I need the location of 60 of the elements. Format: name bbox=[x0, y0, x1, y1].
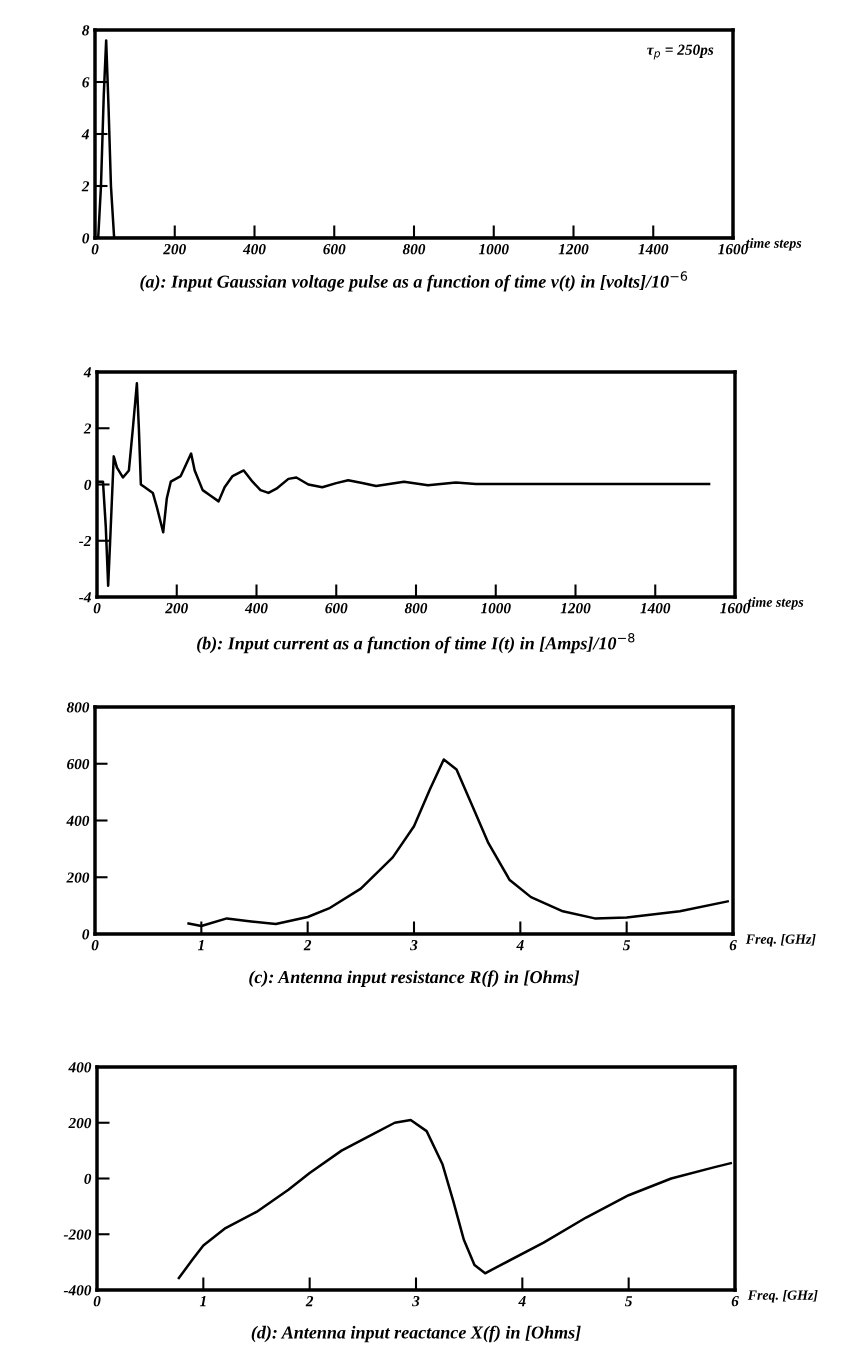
x-tick-label: 600 bbox=[325, 603, 348, 614]
x-tick-label: 1400 bbox=[638, 244, 669, 255]
x-tick-label: 1000 bbox=[480, 603, 511, 614]
x-tick-label: 1 bbox=[199, 1296, 206, 1307]
x-tick-label: 5 bbox=[625, 1296, 633, 1307]
text: (b): Input current as a function of time I(t) in [Amps]/10$^{−8}$ bbox=[197, 633, 635, 654]
y-tick-label: 200 bbox=[66, 872, 90, 883]
y-tick-label: 2 bbox=[81, 181, 90, 192]
x-tick-label: 400 bbox=[244, 603, 268, 614]
annotation: τ$_{p}$ = 250ps bbox=[647, 44, 714, 60]
x-tick-label: 4 bbox=[518, 1296, 526, 1307]
y-tick-label: 800 bbox=[66, 702, 90, 713]
x-axis-title: Freq. [GHz] bbox=[745, 934, 816, 947]
x-tick-label: 3 bbox=[410, 940, 418, 951]
x-tick-label: 2 bbox=[305, 1296, 314, 1307]
y-tick-label: 0 bbox=[84, 1173, 92, 1184]
y-tick-label: 0 bbox=[84, 479, 92, 490]
x-tick-label: 4 bbox=[516, 940, 524, 951]
text: (c): Antenna input resistance R(f) in [Ohms] bbox=[249, 970, 580, 987]
y-tick-label: 200 bbox=[68, 1117, 92, 1129]
x-tick-label: 6 bbox=[731, 1296, 739, 1307]
x-tick-label: 0 bbox=[91, 940, 99, 951]
y-tick-label: -400 bbox=[63, 1285, 92, 1296]
text: (a): Input Gaussian voltage pulse as a function of time v(t) in [volts]/10$^{−6}$ bbox=[140, 271, 688, 292]
y-tick-label: -4 bbox=[79, 592, 91, 603]
x-tick-label: 5 bbox=[623, 940, 631, 951]
x-tick-label: 200 bbox=[165, 603, 188, 614]
x-tick-label: 600 bbox=[323, 244, 346, 255]
y-tick-label: 400 bbox=[66, 815, 90, 826]
x-tick-label: 0 bbox=[91, 244, 99, 255]
x-tick-label: 800 bbox=[404, 603, 428, 614]
y-tick-label: -200 bbox=[63, 1229, 92, 1240]
x-tick-label: 1600 bbox=[720, 603, 751, 614]
text: (d): Antenna input reactance X(f) in [Ohms] bbox=[251, 1325, 581, 1343]
x-tick-label: 0 bbox=[93, 1296, 101, 1307]
y-tick-label: 0 bbox=[82, 929, 90, 940]
y-tick-label: 4 bbox=[81, 129, 89, 140]
x-tick-label: 800 bbox=[402, 244, 426, 255]
x-tick-label: 200 bbox=[163, 244, 186, 255]
y-tick-label: 2 bbox=[83, 423, 92, 434]
y-tick-label: 6 bbox=[82, 77, 90, 88]
x-tick-label: 400 bbox=[242, 244, 266, 255]
x-tick-label: 1 bbox=[197, 940, 204, 951]
x-axis-title: Freq. [GHz] bbox=[747, 1290, 818, 1303]
y-tick-label: 400 bbox=[68, 1062, 92, 1073]
x-tick-label: 0 bbox=[93, 603, 101, 614]
y-tick-label: -2 bbox=[79, 535, 92, 547]
x-tick-label: 1000 bbox=[478, 244, 509, 255]
x-tick-label: 1600 bbox=[718, 244, 749, 255]
x-tick-label: 1200 bbox=[560, 603, 591, 614]
y-tick-label: 8 bbox=[82, 25, 90, 36]
x-tick-label: 2 bbox=[303, 940, 312, 951]
x-tick-label: 3 bbox=[412, 1296, 420, 1307]
y-tick-label: 600 bbox=[67, 758, 90, 770]
line-series bbox=[187, 758, 729, 928]
y-tick-label: 4 bbox=[83, 367, 91, 378]
x-tick-label: 1200 bbox=[558, 244, 589, 255]
x-tick-label: 6 bbox=[729, 940, 737, 951]
y-tick-label: 0 bbox=[82, 233, 90, 244]
x-tick-label: 1400 bbox=[640, 603, 671, 614]
